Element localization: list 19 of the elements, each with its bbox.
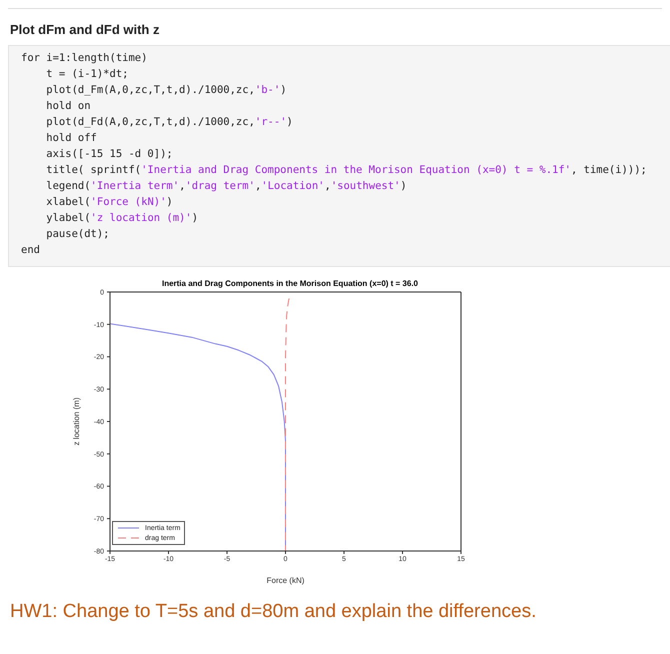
chart-title: Inertia and Drag Components in the Morison Equation (x=0) t = 36.0 bbox=[160, 279, 420, 288]
text: for i=1:length(time) bbox=[21, 52, 148, 64]
text: HW1: Change to T=5s and d=80m and explain the differences. bbox=[10, 601, 538, 623]
text: hold off bbox=[45, 132, 97, 144]
text: axis([-15 15 -d 0]); bbox=[45, 148, 173, 160]
text: title( sprintf('Inertia and Drag Components in the Morison Equation (x=0) t = %.1f', time(i))); bbox=[45, 164, 647, 176]
text: xlabel('Force (kN)') bbox=[45, 196, 173, 208]
text: t = (i-1)*dt; bbox=[45, 68, 128, 80]
text: Plot dFm and dFd with z bbox=[10, 22, 160, 37]
text: pause(dt); bbox=[45, 228, 110, 240]
text: legend('Inertia term','drag term','Location','southwest') bbox=[46, 180, 407, 192]
text: plot(d_Fd(A,0,zc,T,t,d)./1000,zc,'r--') bbox=[45, 116, 293, 128]
text: end bbox=[21, 244, 40, 256]
text: plot(d_Fm(A,0,zc,T,t,d)./1000,zc,'b-') bbox=[45, 84, 287, 96]
x-axis-title: Force (kN) bbox=[266, 576, 305, 585]
text: ylabel('z location (m)') bbox=[45, 212, 198, 224]
text: hold on bbox=[45, 100, 91, 112]
line-series bbox=[285, 298, 290, 551]
y-axis-title: z location (m) bbox=[72, 397, 81, 446]
